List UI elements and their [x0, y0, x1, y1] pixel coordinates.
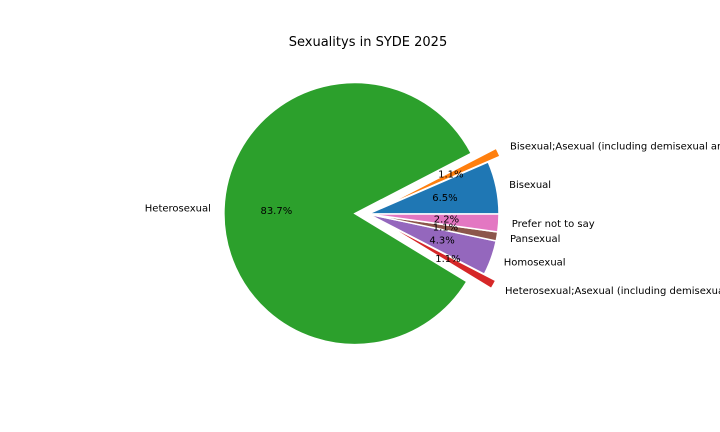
slice-percent-bisexual-asexual-including-demisexual-and-graysexual: 1.1%: [438, 170, 463, 181]
slice-label-bisexual-asexual-including-demisexual-and-graysexual: Bisexual;Asexual (including demisexual a…: [510, 142, 720, 153]
chart-title: Sexualitys in SYDE 2025: [289, 35, 447, 50]
slice-percent-heterosexual: 83.7%: [260, 206, 292, 217]
slice-percent-homosexual: 4.3%: [429, 235, 454, 246]
slice-label-heterosexual-asexual-including-demisexual-and-graysexual: Heterosexual;Asexual (including demisexu…: [505, 286, 720, 297]
slice-label-prefer-not-to-say: Prefer not to say: [512, 219, 595, 230]
pie-labels: Bisexual 6.5% Bisexual;Asexual (including …: [145, 142, 720, 297]
slice-percent-bisexual: 6.5%: [432, 193, 457, 204]
pie-slices: [223, 81, 502, 346]
pie-slice-prefer-not-to-say: [367, 213, 500, 233]
pie-slice-bisexual-asexual-including-demisexual-and-graysexual: [379, 147, 502, 210]
slice-percent-prefer-not-to-say: 2.2%: [434, 214, 459, 225]
slice-percent-pansexual: 1.1%: [433, 223, 458, 234]
slice-label-heterosexual: Heterosexual: [145, 204, 211, 215]
pie-slice-heterosexual: [223, 81, 473, 346]
slice-label-bisexual: Bisexual: [509, 180, 551, 191]
pie-slice-heterosexual-asexual-including-demisexual-and-graysexual: [379, 219, 497, 290]
slice-percent-heterosexual-asexual-including-demisexual-and-graysexual: 1.1%: [435, 254, 460, 265]
slice-label-pansexual: Pansexual: [510, 234, 560, 245]
slice-label-homosexual: Homosexual: [504, 257, 566, 268]
